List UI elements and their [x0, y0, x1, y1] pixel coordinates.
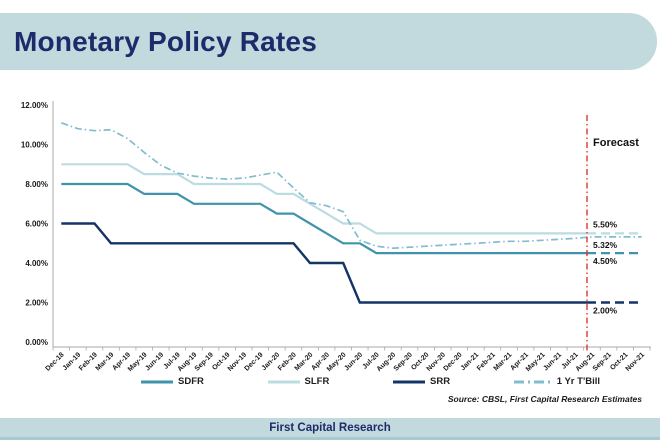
- chart-legend: SDFR SLFR SRR 1 Yr T'Bill: [140, 376, 600, 387]
- sdfr-line-swatch-icon: [141, 380, 173, 383]
- SLFR-line: [61, 163, 587, 235]
- SLFR-value-label: 5.50%: [593, 219, 618, 229]
- forecast-label: Forecast: [593, 137, 639, 149]
- y-axis-tick-label: 2.00%: [25, 299, 48, 308]
- legend-item-tbill: 1 Yr T'Bill: [513, 376, 600, 387]
- SRR-value-label: 2.00%: [593, 306, 618, 316]
- x-axis-label: Jun-20: [343, 351, 364, 372]
- srr-line-swatch-icon: [393, 380, 425, 383]
- legend-label-slfr: SLFR: [304, 376, 330, 387]
- 1 Yr T'Bill-value-label: 5.32%: [593, 240, 618, 250]
- x-axis-label: Sep-21: [592, 351, 613, 372]
- y-axis-tick-label: 0.00%: [25, 338, 48, 347]
- y-axis-tick-label: 8.00%: [25, 180, 48, 189]
- x-axis-label: Sep-19: [194, 351, 215, 372]
- footer-accent-strip: [0, 437, 660, 440]
- x-axis-label: Sep-20: [393, 351, 414, 372]
- y-axis-tick-label: 12.00%: [21, 101, 48, 110]
- y-axis-tick-label: 6.00%: [25, 220, 48, 229]
- footer-bar: First Capital Research: [0, 418, 660, 437]
- SDFR-line: [61, 182, 587, 255]
- x-axis-label: Jun-19: [144, 351, 165, 372]
- title-banner: Monetary Policy Rates: [0, 13, 657, 70]
- legend-item-slfr: SLFR: [267, 376, 330, 387]
- SRR-line: [61, 222, 587, 304]
- 1 Yr T'Bill-line: [61, 121, 642, 250]
- legend-item-srr: SRR: [392, 376, 450, 387]
- tbill-line-swatch-icon: [513, 380, 552, 383]
- y-axis-tick-label: 10.00%: [21, 141, 48, 150]
- x-axis-label: Jun-21: [542, 351, 563, 372]
- legend-label-sdfr: SDFR: [178, 376, 204, 387]
- policy-rates-chart: 12.00%10.00%8.00%6.00%4.00%2.00%0.00%Dec…: [21, 101, 651, 373]
- legend-label-tbill: 1 Yr T'Bill: [556, 376, 600, 387]
- legend-label-srr: SRR: [430, 376, 451, 387]
- x-axis-label: Nov-21: [625, 351, 647, 373]
- page-title: Monetary Policy Rates: [14, 25, 317, 57]
- source-note: Source: CBSL, First Capital Research Est…: [447, 394, 642, 404]
- slfr-line-swatch-icon: [267, 380, 300, 383]
- y-axis-tick-label: 4.00%: [25, 259, 48, 268]
- SDFR-value-label: 4.50%: [593, 256, 618, 266]
- footer-brand-text: First Capital Research: [269, 421, 391, 434]
- legend-item-sdfr: SDFR: [140, 376, 204, 387]
